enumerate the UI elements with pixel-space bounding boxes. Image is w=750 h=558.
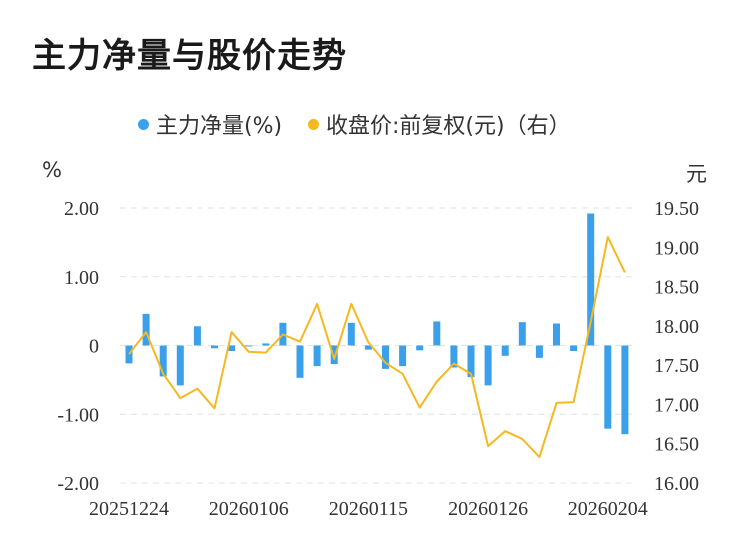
legend-item-price[interactable]: 收盘价:前复权(元)（右） [308,108,571,140]
net-flow-bar [347,322,355,346]
x-tick-label: 20251224 [89,498,169,520]
legend-label-net-flow: 主力净量(%) [156,114,283,139]
net-flow-bar [450,345,458,368]
left-tick-label: -1.00 [57,404,99,426]
net-flow-bars [125,213,629,435]
right-tick-label: 18.50 [654,277,699,299]
net-flow-bar [245,345,253,347]
net-flow-bar [262,343,270,346]
net-flow-bar [621,345,629,435]
net-flow-bar [142,313,150,346]
right-tick-label: 17.00 [654,394,699,416]
x-tick-label: 20260106 [209,498,289,520]
left-axis-unit: % [42,158,62,182]
right-tick-label: 16.00 [654,473,699,495]
net-flow-bar [159,345,167,377]
net-flow-bar [535,345,543,358]
legend-item-net-flow[interactable]: 主力净量(%) [138,108,282,140]
net-flow-bar [296,345,304,378]
net-flow-bar [313,345,321,367]
net-flow-bar [604,345,612,429]
legend: 主力净量(%) 收盘价:前复权(元)（右） [0,108,750,140]
net-flow-bar [176,345,184,386]
right-tick-label: 18.00 [654,316,699,338]
left-tick-label: 2.00 [64,198,99,220]
net-flow-bar [484,345,492,386]
net-flow-bar [228,345,236,351]
right-tick-label: 16.50 [654,434,699,456]
net-flow-bar [193,326,201,346]
left-axis-ticks: 2.00 1.00 0 -1.00 -2.00 [57,198,99,495]
net-flow-bar [518,322,526,346]
net-flow-bar [330,345,338,365]
legend-dot-net-flow [138,118,149,130]
right-tick-label: 19.50 [654,198,699,220]
left-tick-label: -2.00 [57,473,99,495]
x-tick-label: 20260204 [568,498,648,520]
net-flow-bar [211,345,218,349]
right-axis-ticks: 19.50 19.00 18.50 18.00 17.50 17.00 16.50 16.00 [654,198,699,495]
left-tick-label: 0 [89,336,99,358]
left-tick-label: 1.00 [64,267,99,289]
chart-title: 主力净量与股价走势 [32,36,347,76]
price-line [128,236,626,459]
net-flow-bar [416,345,424,351]
x-axis-ticks: 20251224 20260106 20260115 20260126 20260204 [89,498,648,520]
right-tick-label: 17.50 [654,355,699,377]
x-tick-label: 20260126 [448,498,528,520]
net-flow-bar [570,345,578,351]
net-flow-bar [553,323,560,346]
net-flow-bar [382,345,389,369]
gridlines [120,207,632,484]
net-flow-bar [125,345,133,364]
net-flow-bar [501,345,509,356]
legend-dot-price [308,118,319,130]
right-tick-label: 19.00 [654,237,699,259]
legend-label-price: 收盘价:前复权(元)（右） [326,114,571,139]
x-tick-label: 20260115 [329,498,408,520]
net-flow-bar [587,213,595,346]
net-flow-bar [433,321,441,346]
net-flow-bar [399,345,407,367]
net-flow-bar [364,345,372,350]
net-flow-bar [467,345,475,378]
right-axis-unit: 元 [686,162,707,186]
